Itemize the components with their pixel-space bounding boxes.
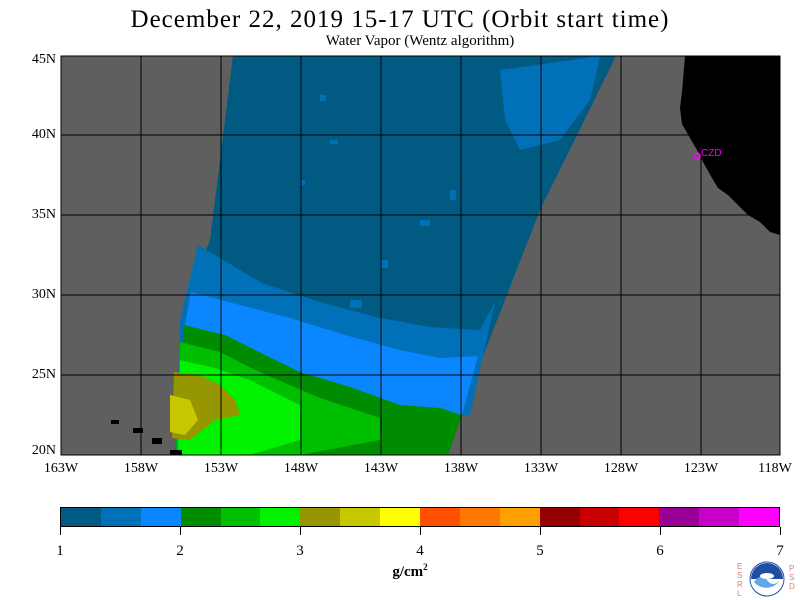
- colorbar-tick-label: 7: [776, 543, 784, 559]
- lon-label-158w: 158W: [123, 461, 159, 476]
- colorbar-swatch: [579, 508, 620, 526]
- colorbar-tick: [60, 527, 61, 535]
- lon-label-138w: 138W: [443, 461, 479, 476]
- colorbar-tick: [660, 527, 661, 535]
- units-label: g/cm2: [392, 562, 428, 580]
- lat-label-35n: 35N: [31, 207, 56, 222]
- colorbar-tick-label: 3: [296, 543, 304, 559]
- lon-label-148w: 148W: [283, 461, 319, 476]
- swath-band-yellow-olive: [170, 395, 198, 435]
- colorbar-swatch: [340, 508, 381, 526]
- colorbar-swatch: [739, 508, 780, 526]
- colorbar-tick-label: 6: [656, 543, 664, 559]
- colorbar-tick-label: 4: [416, 543, 424, 559]
- colorbar-tick: [300, 527, 301, 535]
- lat-label-25n: 25N: [31, 367, 56, 382]
- lon-label-143w: 143W: [363, 461, 399, 476]
- station-label: CZD: [701, 148, 722, 159]
- lon-label-163w: 163W: [43, 461, 79, 476]
- colorbar-tick: [180, 527, 181, 535]
- lat-label-45n: 45N: [31, 52, 56, 67]
- colorbar-swatch: [140, 508, 181, 526]
- lat-label-40n: 40N: [31, 127, 56, 142]
- colorbar-swatch: [459, 508, 500, 526]
- lon-label-123w: 123W: [683, 461, 719, 476]
- map-frame: [60, 55, 781, 456]
- hawaiian-islands: [111, 420, 182, 455]
- colorbar-swatch: [499, 508, 540, 526]
- satellite-swath: [170, 56, 616, 455]
- colorbar-swatch: [420, 508, 460, 526]
- noaa-emblem-icon: [749, 561, 785, 597]
- lon-label-153w: 153W: [203, 461, 239, 476]
- colorbar-swatch: [300, 508, 341, 526]
- swath-upper-band: [500, 56, 600, 150]
- colorbar-swatch: [61, 508, 101, 526]
- colorbar-swatch: [539, 508, 580, 526]
- lon-label-128w: 128W: [603, 461, 639, 476]
- colorbar-swatch: [380, 508, 421, 526]
- station-marker: [693, 152, 701, 160]
- colorbar-swatch: [619, 508, 660, 526]
- colorbar-swatch: [699, 508, 740, 526]
- colorbar-tick: [540, 527, 541, 535]
- colorbar-swatch: [260, 508, 301, 526]
- chart-title: December 22, 2019 15-17 UTC (Orbit start…: [130, 6, 670, 33]
- colorbar-swatch: [659, 508, 700, 526]
- lat-label-30n: 30N: [31, 287, 56, 302]
- california-land: [680, 56, 780, 235]
- colorbar-swatch: [220, 508, 261, 526]
- colorbar-tick-label: 1: [56, 543, 64, 559]
- colorbar-swatch: [180, 508, 221, 526]
- colorbar-swatch: [100, 508, 141, 526]
- colorbar-tick-label: 2: [176, 543, 184, 559]
- colorbar-tick: [420, 527, 421, 535]
- colorbar-tick-label: 5: [536, 543, 544, 559]
- water-vapor-map: CZD: [60, 55, 781, 456]
- color-scale-bar: [60, 507, 780, 527]
- map-gridlines: [61, 56, 780, 455]
- lon-label-118w: 118W: [758, 461, 792, 476]
- colorbar-tick: [780, 527, 781, 535]
- lat-label-20n: 20N: [31, 443, 56, 458]
- lon-label-133w: 133W: [523, 461, 559, 476]
- chart-subtitle: Water Vapor (Wentz algorithm): [325, 33, 515, 49]
